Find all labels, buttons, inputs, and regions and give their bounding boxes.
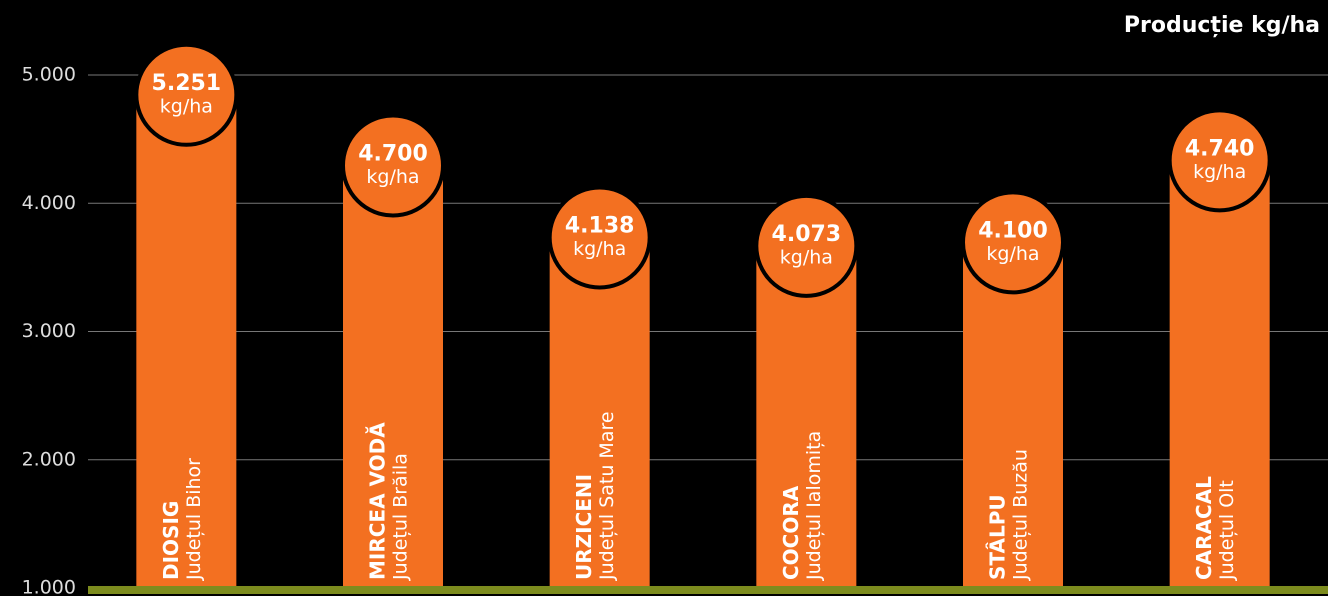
category-label: STÂLPU	[986, 494, 1010, 580]
category-label: COCORA	[779, 485, 803, 580]
category-sublabel: Județul Satu Mare	[596, 411, 618, 581]
category-sublabel: Județul Ialomița	[803, 431, 825, 581]
value-label: 5.251	[152, 71, 222, 96]
value-label: 4.138	[565, 214, 635, 239]
value-unit: kg/ha	[986, 243, 1039, 265]
category-sublabel: Județul Brăila	[390, 453, 412, 581]
category-label: DIOSIG	[159, 501, 183, 580]
category-sublabel: Județul Olt	[1216, 480, 1238, 581]
value-unit: kg/ha	[573, 238, 626, 260]
value-unit: kg/ha	[366, 166, 419, 188]
chart-title: Producție kg/ha	[1124, 13, 1320, 38]
value-label: 4.073	[772, 222, 842, 247]
category-label: CARACAL	[1192, 476, 1216, 580]
value-unit: kg/ha	[780, 246, 833, 268]
value-bubble	[1167, 108, 1272, 213]
bar	[549, 237, 650, 588]
value-bubble	[547, 185, 652, 290]
value-bubble	[754, 193, 859, 298]
y-tick-label: 4.000	[22, 192, 76, 214]
value-label: 4.100	[978, 218, 1048, 243]
value-label: 4.740	[1185, 136, 1255, 161]
value-unit: kg/ha	[1193, 161, 1246, 183]
y-tick-label: 3.000	[22, 320, 76, 342]
bar	[756, 245, 857, 588]
y-tick-label: 2.000	[22, 448, 76, 470]
bar	[1169, 160, 1270, 588]
value-bubble	[341, 113, 445, 218]
y-tick-label: 1.000	[22, 577, 76, 596]
category-label: URZICENI	[572, 474, 596, 580]
value-bubble	[961, 190, 1065, 295]
y-tick-label: 5.000	[22, 64, 76, 86]
value-bubble	[134, 42, 239, 147]
bar	[136, 94, 237, 588]
value-unit: kg/ha	[160, 95, 213, 117]
baseline	[88, 586, 1328, 594]
value-label: 4.700	[358, 141, 428, 166]
bar	[343, 165, 443, 588]
category-sublabel: Județul Buzău	[1010, 449, 1032, 581]
category-sublabel: Județul Bihor	[183, 458, 205, 581]
bar	[963, 242, 1063, 589]
category-label: MIRCEA VODĂ	[366, 422, 390, 580]
